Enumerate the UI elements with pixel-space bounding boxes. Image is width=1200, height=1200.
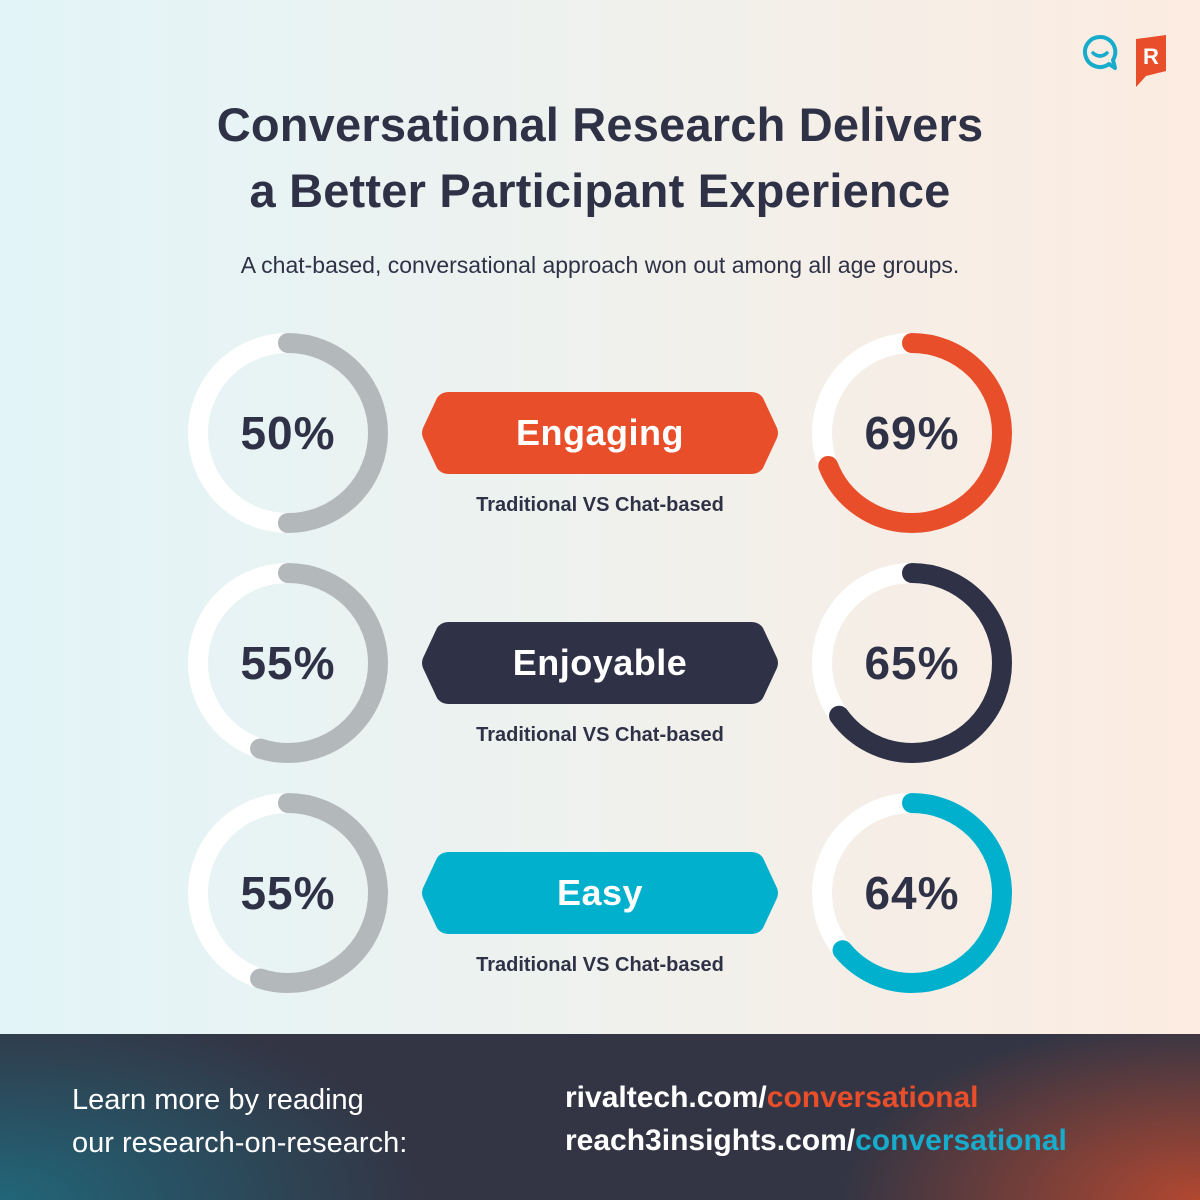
traditional-donut: 55%	[178, 783, 398, 1003]
comparison-caption: Traditional VS Chat-based	[476, 954, 724, 976]
percentage-value: 64%	[864, 867, 960, 919]
brand-logos: R	[1082, 33, 1172, 91]
category-label: Engaging	[516, 412, 684, 453]
donut-ring	[812, 563, 1012, 763]
footer-links: rivaltech.com/conversational reach3insig…	[565, 1076, 1067, 1162]
percentage-value: 69%	[864, 407, 960, 459]
donut-ring	[188, 563, 388, 763]
category-label: Enjoyable	[512, 642, 688, 683]
footer-lead: Learn more by reading our research-on-re…	[72, 1079, 407, 1165]
percentage-value: 50%	[240, 407, 336, 459]
hexagon-badge-shape	[422, 852, 778, 934]
hexagon-badge-shape	[422, 622, 778, 704]
percentage-value: 65%	[864, 637, 960, 689]
donut-ring	[812, 333, 1012, 533]
category-label: Easy	[556, 872, 644, 913]
donut-ring	[188, 793, 388, 993]
hexagon-badge-shape	[422, 392, 778, 474]
category-badge: Enjoyable	[421, 620, 779, 706]
rivaltech-link[interactable]: rivaltech.com/conversational	[565, 1076, 1067, 1119]
category-badge: Easy	[421, 850, 779, 936]
link-base: reach3insights.com/	[565, 1124, 856, 1157]
link-path: conversational	[766, 1081, 979, 1114]
footer: Learn more by reading our research-on-re…	[0, 1034, 1200, 1200]
reach3insights-link[interactable]: reach3insights.com/conversational	[565, 1119, 1067, 1162]
rival-r-flag-icon: R	[1136, 35, 1166, 87]
title-line-2: a Better Participant Experience	[249, 164, 951, 217]
metric-row-enjoyable: 55% Enjoyable Traditional VS Chat-based …	[0, 553, 1200, 783]
page-title: Conversational Research Delivers a Bette…	[0, 92, 1200, 224]
chat-based-donut: 69%	[802, 323, 1022, 543]
donut-ring	[812, 793, 1012, 993]
link-path: conversational	[855, 1124, 1067, 1157]
percentage-value: 55%	[240, 637, 336, 689]
title-line-1: Conversational Research Delivers	[216, 98, 984, 151]
percentage-value: 55%	[240, 867, 336, 919]
chat-based-donut: 64%	[802, 783, 1022, 1003]
traditional-donut: 55%	[178, 553, 398, 773]
comparison-caption: Traditional VS Chat-based	[476, 494, 724, 516]
metric-row-engaging: 50% Engaging Traditional VS Chat-based 6…	[0, 323, 1200, 553]
category-badge: Engaging	[421, 390, 779, 476]
svg-text:R: R	[1143, 44, 1159, 69]
traditional-donut: 50%	[178, 323, 398, 543]
footer-lead-line-2: our research-on-research:	[72, 1127, 408, 1159]
chat-based-donut: 65%	[802, 553, 1022, 773]
metric-row-easy: 55% Easy Traditional VS Chat-based 64%	[0, 783, 1200, 1013]
page-subtitle: A chat-based, conversational approach wo…	[240, 252, 960, 278]
chat-smile-icon	[1083, 34, 1118, 70]
donut-ring	[188, 333, 388, 533]
footer-lead-line-1: Learn more by reading	[72, 1084, 364, 1116]
link-base: rivaltech.com/	[565, 1081, 767, 1114]
comparison-caption: Traditional VS Chat-based	[476, 724, 724, 746]
